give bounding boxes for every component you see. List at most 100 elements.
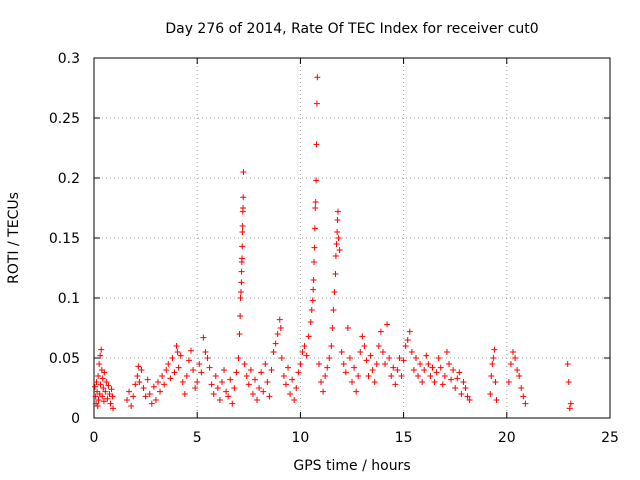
data-point	[311, 225, 318, 232]
data-point	[431, 379, 438, 385]
data-point	[221, 367, 228, 373]
data-point	[142, 393, 149, 400]
data-point	[425, 361, 432, 367]
data-point	[174, 349, 181, 355]
data-point	[239, 243, 246, 250]
data-point	[427, 373, 434, 379]
data-point	[93, 379, 100, 385]
data-point	[183, 373, 190, 379]
data-point	[312, 205, 319, 211]
data-point	[200, 334, 207, 341]
data-point	[258, 369, 265, 376]
data-point	[412, 355, 419, 361]
data-point	[400, 357, 407, 364]
data-point	[130, 393, 137, 400]
data-point	[421, 367, 428, 373]
data-point	[175, 364, 182, 371]
data-point	[419, 379, 426, 385]
data-point	[268, 367, 275, 373]
data-point	[163, 367, 170, 373]
data-point	[373, 361, 380, 367]
data-point	[390, 364, 397, 371]
data-point	[346, 355, 353, 361]
data-point	[379, 349, 386, 355]
data-point	[295, 369, 302, 376]
data-point	[406, 328, 413, 335]
data-point	[238, 255, 245, 262]
data-point	[448, 376, 455, 383]
data-point	[328, 343, 335, 349]
data-point	[239, 223, 246, 229]
data-point	[415, 373, 422, 379]
data-point	[331, 289, 338, 295]
data-point	[359, 333, 366, 340]
data-point	[313, 141, 320, 148]
data-point	[326, 355, 333, 361]
data-point	[404, 337, 411, 343]
data-point	[303, 352, 310, 359]
data-point	[338, 349, 345, 355]
data-point	[94, 403, 101, 409]
data-point	[229, 400, 236, 407]
data-point	[240, 169, 247, 175]
grid-layer	[94, 58, 610, 418]
data-point	[443, 349, 450, 355]
data-point	[308, 307, 315, 313]
data-point	[384, 321, 391, 328]
data-point	[514, 367, 521, 373]
data-point	[454, 375, 461, 382]
data-point	[332, 253, 339, 259]
data-point	[332, 271, 339, 277]
data-point	[285, 364, 292, 371]
data-point	[507, 361, 514, 367]
data-point	[336, 247, 343, 253]
data-point	[223, 388, 230, 395]
data-point	[97, 381, 104, 388]
data-point	[238, 279, 245, 286]
data-point	[351, 364, 358, 371]
data-point	[305, 333, 312, 340]
data-point	[340, 361, 347, 367]
data-point	[398, 373, 405, 379]
data-point	[512, 355, 519, 361]
data-point	[132, 381, 139, 388]
data-point	[124, 397, 131, 403]
data-point	[260, 388, 267, 395]
data-point	[566, 405, 573, 412]
data-point	[227, 376, 234, 383]
data-point	[309, 297, 316, 304]
y-tick-label: 0	[71, 411, 80, 427]
data-point	[435, 355, 442, 361]
data-point	[462, 385, 469, 391]
data-point	[270, 349, 277, 355]
data-point	[177, 352, 184, 359]
data-point	[318, 379, 325, 385]
y-tick-label: 0.2	[58, 171, 80, 187]
data-point	[231, 385, 238, 391]
data-point	[181, 391, 188, 397]
data-point	[240, 194, 247, 201]
data-point	[311, 244, 318, 251]
data-point	[310, 286, 317, 293]
data-point	[99, 375, 106, 382]
data-point	[251, 376, 258, 383]
data-point	[342, 369, 349, 376]
x-tick-label: 5	[193, 430, 202, 446]
data-point	[101, 369, 108, 376]
data-point	[262, 361, 269, 367]
data-point	[320, 388, 327, 395]
data-point	[280, 373, 287, 379]
data-point	[313, 100, 320, 107]
data-point	[334, 217, 341, 223]
tick-layer: 0 5 10 15 20 25 0 0.05 0.1 0.15 0.2 0.25 0.3	[49, 51, 619, 446]
data-point	[256, 385, 263, 391]
data-point	[456, 369, 463, 376]
data-point	[466, 397, 473, 403]
y-tick-label: 0.3	[58, 51, 80, 67]
data-point	[97, 352, 104, 359]
data-point	[99, 393, 106, 400]
data-point	[239, 229, 246, 235]
data-point	[102, 388, 109, 395]
data-point	[208, 381, 215, 388]
data-point	[192, 385, 199, 391]
